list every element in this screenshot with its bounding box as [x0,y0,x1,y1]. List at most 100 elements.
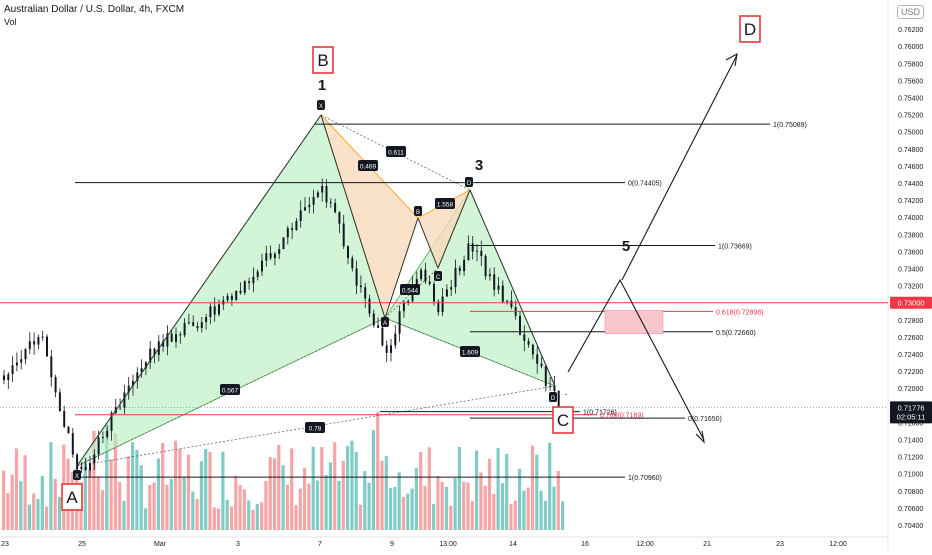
candle-down [359,285,362,288]
chart-legend: Australian Dollar / U.S. Dollar, 4h, FXC… [4,4,184,28]
volume-bar-up [40,475,44,530]
price-tick-label: 0.73800 [898,232,923,239]
volume-bar-down [217,508,221,530]
candle-up [316,192,319,197]
candle-up [89,463,91,471]
volume-bar-down [530,445,535,530]
candle-down [54,377,57,393]
ratio-label: 1.558 [437,202,454,209]
candle-up [218,304,220,315]
time-tick-label: 14 [509,541,517,548]
volume-indicator-label: Vol [4,17,17,27]
candle-down [63,411,66,427]
wave-label: B [317,51,328,70]
volume-bar-up [105,426,109,530]
candle-down [179,334,182,336]
pattern-point-marker [414,206,422,216]
candle-up [80,466,83,470]
volume-bar-down [32,493,36,530]
volume-bar-up [247,500,251,530]
candle-down [351,258,354,269]
candle-down [239,290,242,293]
volume-bar-up [139,465,143,530]
pattern-point-label: X [75,474,79,480]
volume-bar-down [23,455,27,530]
candle-up [261,260,263,272]
volume-bar-up [311,446,315,530]
pattern-point-label: B [416,210,420,216]
volume-bar-down [109,459,113,530]
time-tick-label: 12:00 [829,541,847,548]
candle-down [471,243,474,252]
candle-down [493,274,496,290]
price-tick-label: 0.71600 [898,420,923,427]
volume-bar-up [505,453,509,530]
time-tick-label: 7 [318,541,322,548]
wave-label: D [744,20,756,39]
volume-bar-up [543,500,547,530]
candle-down [329,202,332,204]
wave-label: C [557,411,569,430]
ratio-label: 0.469 [360,164,377,171]
ratio-line-xd-outer [76,385,556,467]
volume-bar-down [178,448,182,530]
volume-bar-down [462,481,466,530]
ratio-pill [435,198,455,209]
candle-up [15,362,18,366]
candle-down [84,466,87,471]
pattern-point-marker [73,470,81,480]
wave-number: 1 [318,77,326,94]
volume-bar-up [384,456,388,530]
volume-bar-up [204,449,208,530]
candle-up [273,253,276,259]
candle-down [531,344,534,355]
volume-bar-down [10,474,14,530]
volume-bar-up [410,488,414,530]
ratio-pill [358,160,378,171]
volume-bar-up [199,461,203,530]
candle-down [527,341,530,345]
candle-up [140,368,143,373]
candle-down [480,250,483,256]
candle-up [420,269,423,280]
candle-down [153,348,156,355]
volume-bar-up [27,504,31,530]
ratio-pill [305,422,325,433]
candle-up [187,322,190,324]
volume-bar-down [427,447,431,530]
ratio-label: 0.611 [388,150,404,157]
candle-down [291,228,294,230]
price-tick-label: 0.70800 [898,489,923,496]
pattern-leg-b-c [417,217,439,269]
volume-bar-down [113,433,117,530]
fib-level-label: 0(0.71650) [688,416,722,423]
volume-bar-down [333,442,337,530]
price-tick-label: 0.74400 [898,181,923,188]
candle-up [37,337,40,345]
candle-down [342,223,345,247]
pattern-point-label: X [319,104,323,110]
volume-bar-down [380,460,384,530]
volume-bar-down [152,482,156,530]
volume-bar-down [6,492,10,530]
price-tick-label: 0.75400 [898,96,923,103]
volume-bar-up [281,465,285,530]
bar-countdown: 02:05:11 [897,412,926,421]
price-tick-label: 0.76000 [898,44,923,51]
candle-up [123,392,126,408]
volume-bar-down [440,481,444,530]
candle-up [205,317,208,323]
volume-bar-down [229,506,234,530]
candle-up [136,372,139,382]
price-tick-label: 0.75200 [898,113,923,120]
currency-button[interactable]: USD [896,5,924,19]
volume-bar-down [100,490,105,530]
volume-bar-down [401,497,406,530]
candle-down [385,345,388,353]
time-tick-label: 16 [581,541,589,548]
candle-down [519,315,521,335]
candle-up [24,349,27,360]
time-tick-label: 23 [776,541,784,548]
